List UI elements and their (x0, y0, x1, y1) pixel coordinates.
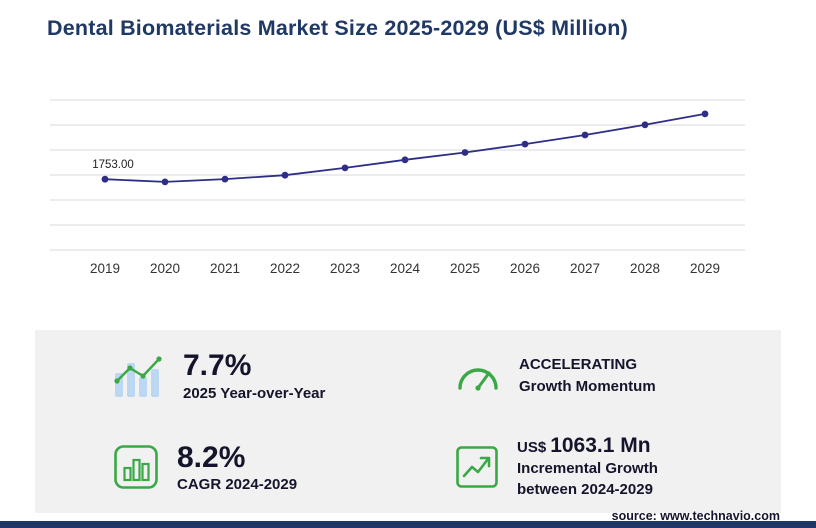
line-chart-svg: 1753.00 2019 2020 2021 2022 2023 2024 2025 2026 2… (50, 99, 745, 276)
stat-momentum: ACCELERATING Growth Momentum (408, 330, 781, 422)
momentum-line2: Growth Momentum (519, 377, 656, 395)
cagr-text: 8.2% CAGR 2024-2029 (177, 440, 297, 493)
page-title: Dental Biomaterials Market Size 2025-202… (47, 16, 628, 40)
svg-text:1753.00: 1753.00 (92, 159, 134, 171)
incremental-value: 1063.1 Mn (550, 434, 651, 458)
svg-text:2023: 2023 (330, 261, 360, 276)
trend-box-icon (455, 445, 499, 489)
incremental-text: US$ 1063.1 Mn Incremental Growth between … (517, 434, 658, 500)
cagr-label-period: 2024-2029 (225, 476, 298, 493)
bar-chart-box-icon (113, 444, 159, 490)
cagr-label-prefix: CAGR (177, 476, 222, 493)
svg-text:2027: 2027 (570, 261, 600, 276)
footer-bar (0, 521, 816, 528)
stat-cagr: 8.2% CAGR 2024-2029 (35, 422, 408, 514)
bar-trend-icon (113, 353, 165, 399)
incremental-currency: US$ (517, 439, 547, 457)
cagr-value: 8.2% (177, 440, 246, 474)
stats-panel: 7.7% 2025 Year-over-Year ACCELERATING Gr… (35, 330, 781, 513)
yoy-text: 7.7% 2025 Year-over-Year (183, 350, 325, 402)
svg-text:2019: 2019 (90, 261, 120, 276)
incremental-value-line: US$ 1063.1 Mn (517, 434, 658, 458)
cagr-label: CAGR 2024-2029 (177, 476, 297, 493)
svg-text:2025: 2025 (450, 261, 480, 276)
gauge-icon (455, 357, 501, 395)
incremental-line1: Incremental Growth (517, 460, 658, 478)
momentum-text: ACCELERATING Growth Momentum (519, 354, 656, 398)
incremental-line2: between 2024-2029 (517, 481, 653, 499)
svg-text:2026: 2026 (510, 261, 540, 276)
momentum-line1: ACCELERATING (519, 356, 638, 373)
svg-text:2029: 2029 (690, 261, 720, 276)
yoy-label: 2025 Year-over-Year (183, 384, 326, 402)
svg-text:2021: 2021 (210, 261, 240, 276)
svg-text:2020: 2020 (150, 261, 180, 276)
market-size-chart: 1753.00 2019 2020 2021 2022 2023 2024 2025 2026 2… (50, 90, 745, 280)
stat-incremental: US$ 1063.1 Mn Incremental Growth between … (408, 422, 781, 514)
svg-text:2024: 2024 (390, 261, 421, 276)
yoy-value: 7.7% (183, 349, 252, 382)
svg-text:2022: 2022 (270, 261, 300, 276)
source-attribution: source: www.technavio.com (611, 509, 780, 523)
svg-text:2028: 2028 (630, 261, 660, 276)
stat-yoy: 7.7% 2025 Year-over-Year (35, 330, 408, 422)
